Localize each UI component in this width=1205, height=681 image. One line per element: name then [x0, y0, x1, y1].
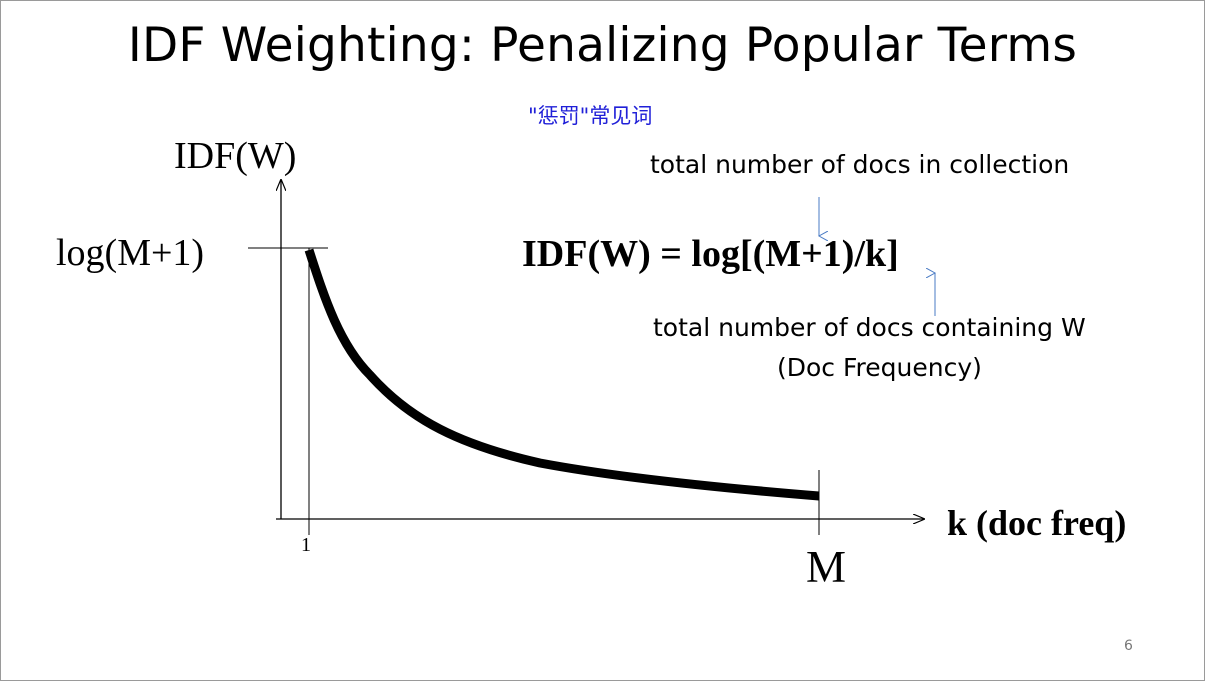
- page-number: 6: [1124, 638, 1133, 654]
- y-axis-label: IDF(W): [174, 135, 297, 177]
- annotation-collection-size: total number of docs in collection: [650, 150, 1070, 179]
- idf-curve: [304, 248, 820, 501]
- annotation-doc-count: total number of docs containing W: [653, 313, 1086, 342]
- x-tick-M: M: [806, 542, 847, 592]
- y-max-label: log(M+1): [56, 232, 205, 274]
- idf-formula: IDF(W) = log[(M+1)/k]: [522, 233, 899, 275]
- annotation-doc-frequency: (Doc Frequency): [777, 353, 982, 382]
- x-tick-1: 1: [301, 534, 311, 556]
- x-axis-label: k (doc freq): [947, 503, 1127, 543]
- slide-title: IDF Weighting: Penalizing Popular Terms: [127, 18, 1078, 73]
- slide-subtitle: "惩罚"常见词: [528, 104, 653, 128]
